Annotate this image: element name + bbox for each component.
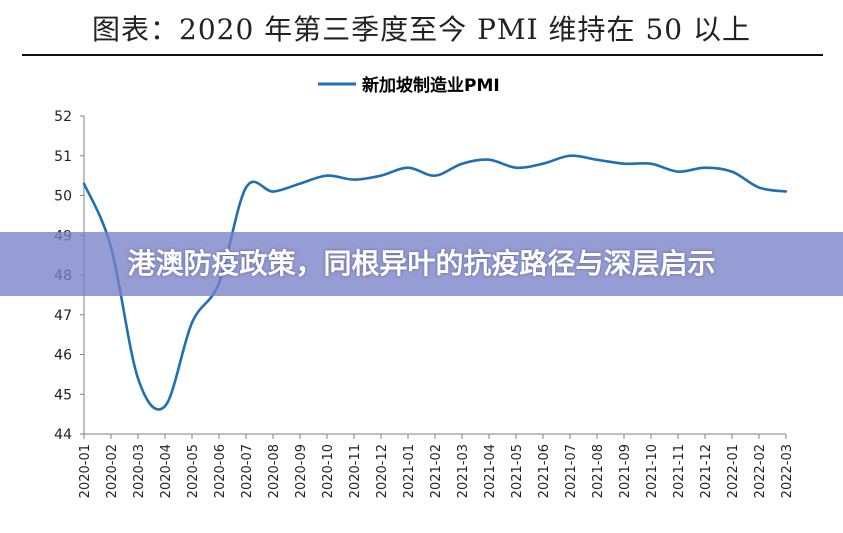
y-tick-label: 45 bbox=[54, 387, 72, 403]
data-point bbox=[676, 170, 680, 173]
overlay-banner bbox=[0, 232, 843, 296]
data-point bbox=[568, 154, 572, 157]
data-point bbox=[379, 174, 383, 177]
data-point bbox=[703, 166, 707, 169]
data-point bbox=[406, 166, 410, 169]
data-point bbox=[352, 178, 356, 181]
data-point bbox=[82, 182, 86, 185]
x-tick-label: 2022-01 bbox=[726, 444, 741, 498]
x-tick-label: 2021-03 bbox=[456, 444, 471, 498]
x-tick-label: 2021-08 bbox=[591, 444, 606, 498]
x-tick-label: 2020-09 bbox=[294, 444, 309, 498]
data-point bbox=[541, 162, 545, 165]
x-tick-label: 2020-12 bbox=[375, 444, 390, 498]
x-tick-label: 2021-09 bbox=[618, 444, 633, 498]
page-title: 图表：2020 年第三季度至今 PMI 维持在 50 以上 bbox=[92, 13, 751, 46]
x-tick-label: 2022-03 bbox=[780, 444, 795, 498]
x-tick-label: 2021-07 bbox=[564, 444, 579, 498]
data-point bbox=[163, 404, 167, 408]
x-tick-label: 2020-05 bbox=[186, 444, 201, 498]
x-tick-label: 2021-05 bbox=[510, 444, 525, 498]
x-tick-label: 2021-04 bbox=[483, 444, 498, 498]
y-tick-label: 52 bbox=[54, 109, 72, 125]
legend-label: 新加坡制造业PMI bbox=[362, 75, 500, 96]
x-tick-label: 2021-06 bbox=[537, 444, 552, 498]
x-tick-label: 2022-02 bbox=[753, 444, 768, 498]
data-point bbox=[757, 186, 761, 189]
data-point bbox=[271, 190, 275, 193]
x-tick-label: 2021-02 bbox=[429, 444, 444, 498]
y-tick-label: 50 bbox=[54, 189, 72, 205]
data-point bbox=[433, 174, 437, 177]
data-point bbox=[622, 162, 626, 165]
series-line-0 bbox=[82, 154, 787, 411]
data-point bbox=[190, 321, 194, 324]
x-tick-label: 2020-10 bbox=[321, 444, 336, 498]
series-group bbox=[82, 154, 788, 411]
title-underline bbox=[22, 54, 823, 56]
x-tick-label: 2020-06 bbox=[213, 444, 228, 498]
y-tick-label: 51 bbox=[54, 149, 72, 165]
data-point bbox=[649, 162, 653, 165]
data-point bbox=[460, 162, 464, 165]
y-tick-label: 47 bbox=[54, 308, 72, 324]
data-point bbox=[244, 186, 248, 189]
x-tick-label: 2020-04 bbox=[159, 444, 174, 498]
data-point bbox=[730, 170, 734, 173]
data-point bbox=[136, 377, 140, 380]
y-tick-label: 46 bbox=[54, 348, 72, 364]
data-point bbox=[487, 158, 491, 161]
x-tick-label: 2021-12 bbox=[699, 444, 714, 498]
x-tick-label: 2020-02 bbox=[105, 444, 120, 498]
overlay-banner-text: 港澳防疫政策，同根异叶的抗疫路径与深层启示 bbox=[127, 247, 716, 280]
x-axis-ticks: 2020-01 2020-02 2020-03 2020-04 2020-05 2020-… bbox=[78, 434, 795, 498]
x-tick-label: 2020-07 bbox=[240, 444, 255, 498]
x-tick-label: 2020-11 bbox=[348, 444, 363, 498]
data-point bbox=[325, 174, 329, 177]
x-tick-label: 2020-03 bbox=[132, 444, 147, 498]
x-tick-label: 2021-01 bbox=[402, 444, 417, 498]
data-point bbox=[595, 158, 599, 161]
x-tick-label: 2021-11 bbox=[672, 444, 687, 498]
x-tick-label: 2020-01 bbox=[78, 444, 93, 498]
data-point bbox=[298, 182, 302, 185]
y-tick-label: 44 bbox=[54, 427, 72, 443]
data-point bbox=[784, 190, 788, 193]
chart-legend: 新加坡制造业PMI bbox=[318, 75, 500, 96]
x-tick-label: 2021-10 bbox=[645, 444, 660, 498]
data-point bbox=[514, 166, 518, 169]
x-tick-label: 2020-08 bbox=[267, 444, 282, 498]
